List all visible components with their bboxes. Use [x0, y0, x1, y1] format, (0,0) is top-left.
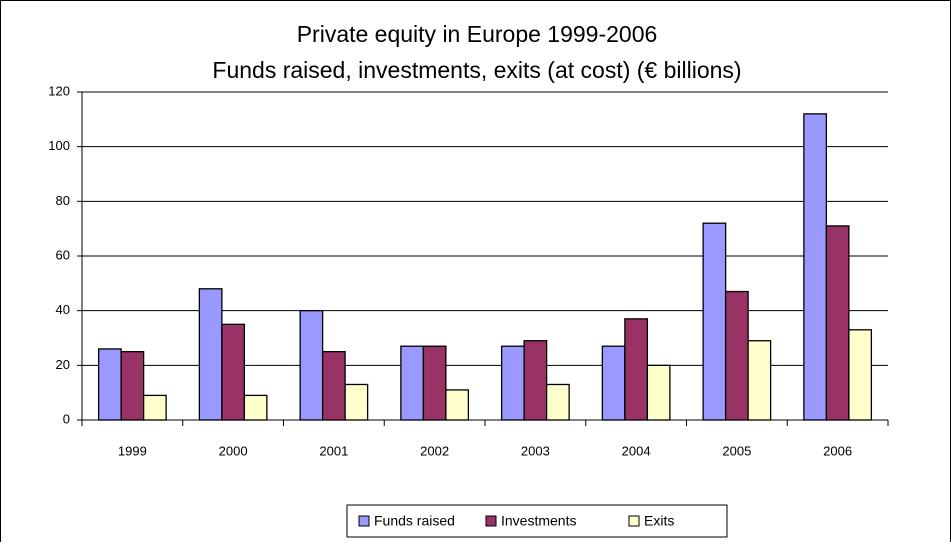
- bar: [142, 394, 167, 421]
- bar: [344, 383, 369, 421]
- y-tick-label: 120: [48, 83, 70, 98]
- bar: [702, 222, 727, 421]
- bar: [198, 288, 223, 421]
- legend-swatch: [628, 515, 640, 527]
- legend-swatch: [358, 515, 370, 527]
- bar: [422, 345, 447, 421]
- y-tick-label: 60: [56, 247, 70, 262]
- bar: [803, 113, 828, 421]
- y-tick-label: 20: [56, 357, 70, 372]
- bar: [97, 348, 122, 421]
- x-tick-label: 2001: [319, 443, 348, 458]
- x-tick-label: 2000: [219, 443, 248, 458]
- bar: [299, 310, 324, 421]
- x-tick-label: 2002: [420, 443, 449, 458]
- legend-label: Investments: [501, 513, 576, 529]
- bar: [601, 345, 626, 421]
- bar: [243, 394, 268, 421]
- legend-label: Funds raised: [374, 513, 455, 529]
- y-tick-label: 0: [63, 411, 70, 426]
- legend-box: [346, 504, 728, 538]
- y-tick-label: 40: [56, 302, 70, 317]
- chart-subtitle: Funds raised, investments, exits (at cos…: [212, 57, 741, 83]
- bar: [848, 329, 873, 421]
- bar: [445, 389, 470, 421]
- x-tick-label: 2004: [622, 443, 651, 458]
- y-tick-label: 100: [48, 138, 70, 153]
- bar: [400, 345, 425, 421]
- bar: [646, 364, 671, 421]
- legend-swatch: [485, 515, 497, 527]
- bar: [724, 290, 749, 421]
- bar: [545, 383, 570, 421]
- x-tick-label: 2003: [521, 443, 550, 458]
- bar: [825, 225, 850, 421]
- y-tick-label: 80: [56, 193, 70, 208]
- bar: [500, 345, 525, 421]
- bar: [120, 351, 145, 421]
- chart-title: Private equity in Europe 1999-2006: [297, 21, 658, 47]
- legend-label: Exits: [644, 513, 674, 529]
- bar: [747, 340, 772, 421]
- bar: [321, 351, 346, 421]
- x-tick-label: 1999: [118, 443, 147, 458]
- x-tick-label: 2006: [823, 443, 852, 458]
- bar: [221, 323, 246, 421]
- x-tick-label: 2005: [722, 443, 751, 458]
- bar: [523, 340, 548, 421]
- bar: [624, 318, 649, 421]
